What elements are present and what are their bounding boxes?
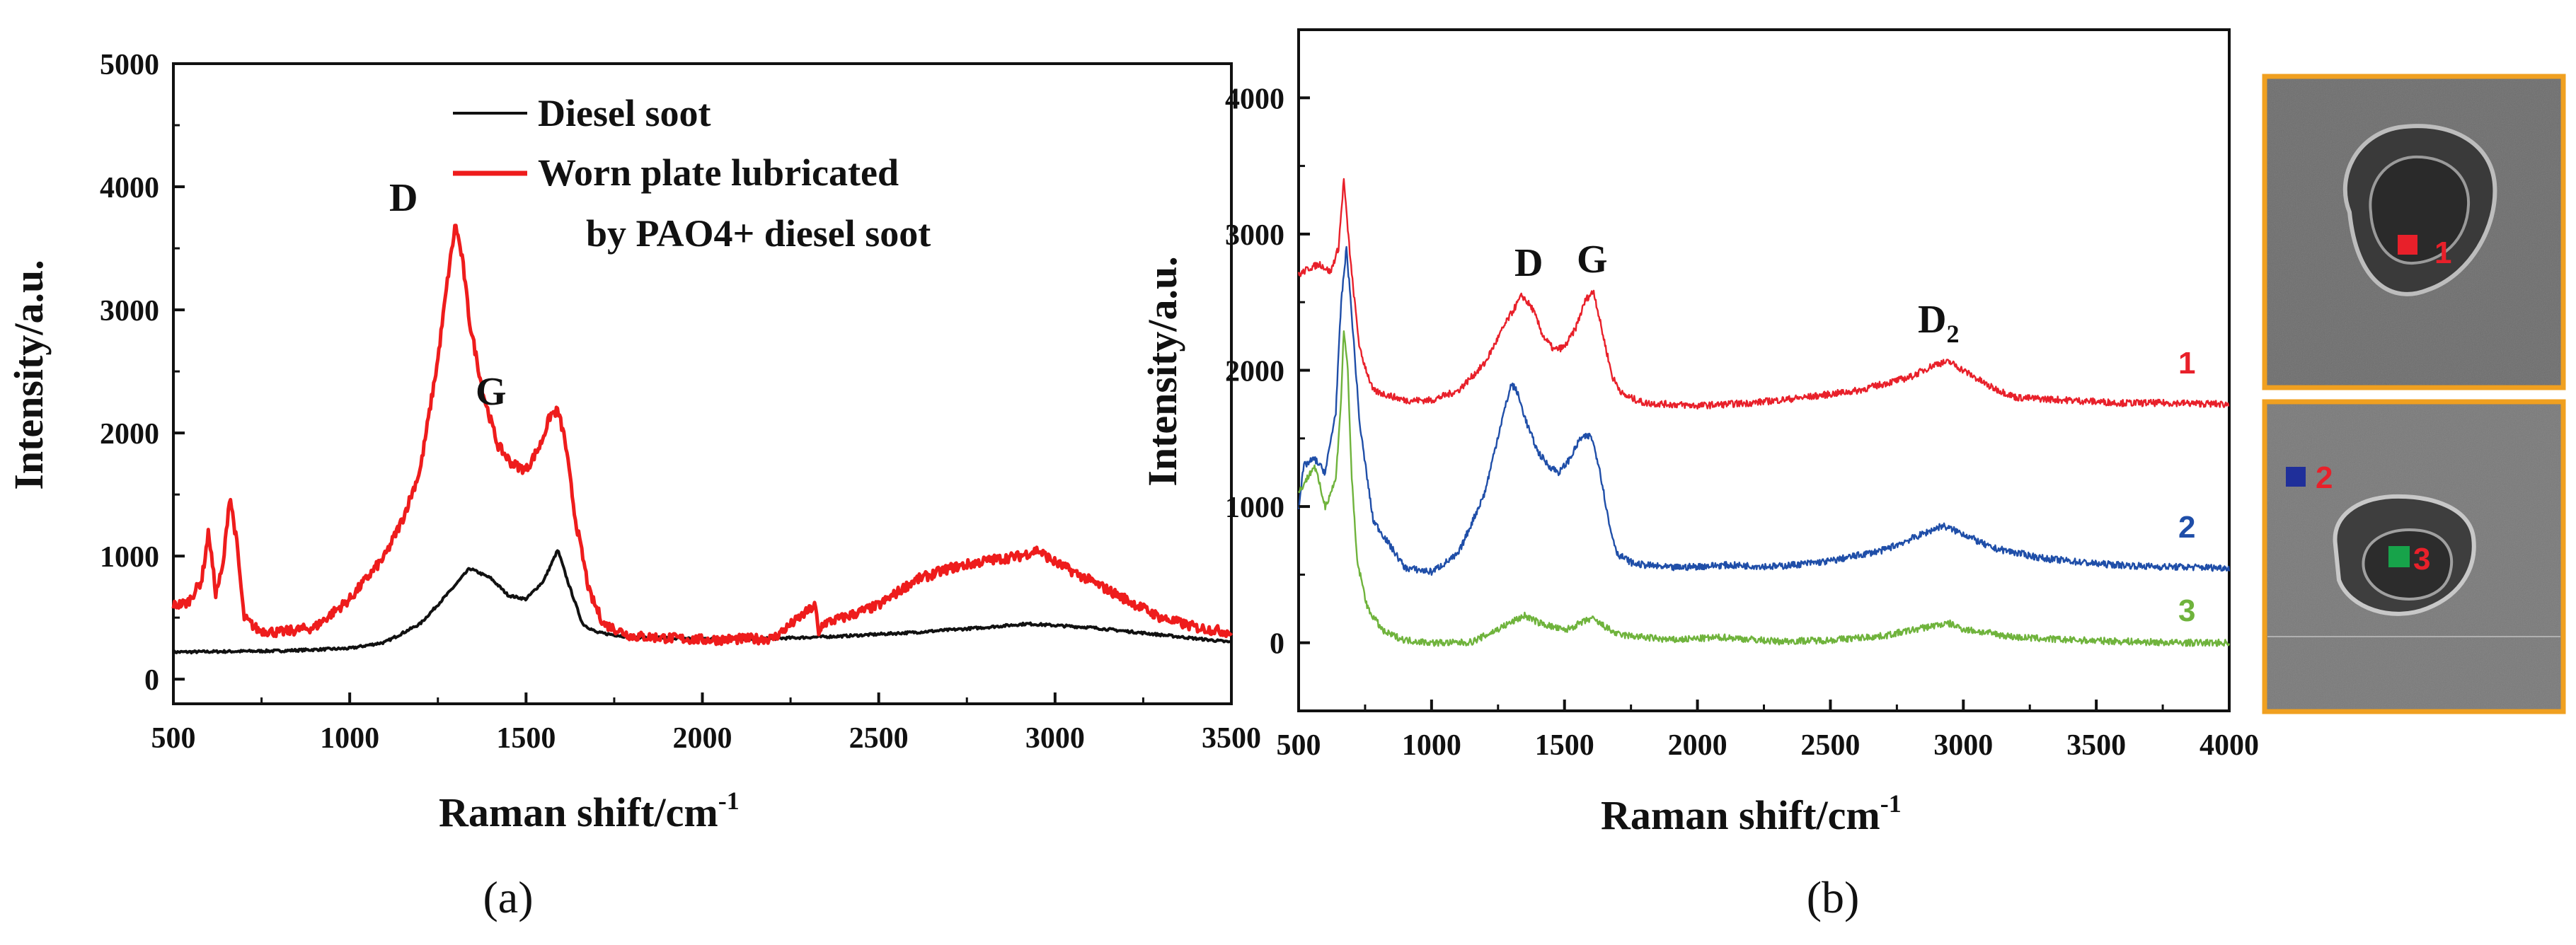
peak-label-d: D [1514, 241, 1543, 285]
panel-a-legend: Diesel soot Worn plate lubricated by PAO… [453, 92, 931, 255]
x-tick-label: 2500 [1800, 729, 1860, 762]
panel-a-y-axis-label: Intensity/a.u. [6, 260, 52, 490]
peak-label-d2-sub: 2 [1946, 320, 1959, 348]
x-tick-label: 1500 [496, 722, 556, 755]
series-label-2: 2 [2178, 510, 2195, 545]
panel-a-x-axis-label: Raman shift/cm-1 [439, 787, 740, 835]
legend-label-worn-plate: Worn plate lubricated [538, 151, 899, 194]
y-tick-label: 3000 [100, 295, 159, 327]
series-label-1: 1 [2178, 346, 2195, 381]
panel-b-label: (b) [1807, 872, 1860, 922]
panel-b-y-axis-label: Intensity/a.u. [1139, 256, 1185, 487]
legend-label-worn-plate-cont: by PAO4+ diesel soot [586, 212, 931, 255]
peak-label-g: G [476, 370, 507, 414]
panel-a: 500 1000 1500 2000 2500 3000 3500 0 1000 2000 300… [6, 49, 1261, 922]
inset-marker-2-label: 2 [2316, 460, 2333, 495]
y-tick-label: 1000 [1225, 492, 1284, 524]
x-tick-label: 3500 [1202, 722, 1261, 755]
panel-b-x-axis-label-sup: -1 [1880, 789, 1902, 818]
y-tick-label: 4000 [1225, 83, 1284, 115]
peak-label-d2-main: D [1918, 298, 1946, 342]
panel-b-x-axis-label-text: Raman shift/cm [1601, 792, 1880, 838]
x-tick-label: 1500 [1535, 729, 1594, 762]
panel-b-y-ticks: 0 1000 2000 3000 4000 [1225, 83, 1310, 661]
peak-label-d2: D2 [1918, 298, 1959, 348]
series-label-3: 3 [2178, 593, 2195, 628]
panel-a-x-axis-label-sup: -1 [718, 787, 740, 815]
panel-b: 500 1000 1500 2000 2500 3000 3500 4000 0 1000 200… [1139, 28, 2259, 922]
panel-a-series [171, 224, 1233, 655]
panel-a-label: (a) [483, 872, 533, 922]
y-tick-label: 2000 [100, 418, 159, 451]
series-line-b-2 [1297, 245, 2231, 576]
panel-b-series [1297, 178, 2231, 647]
panel-b-x-ticks: 500 1000 1500 2000 2500 3000 3500 4000 [1277, 700, 2259, 762]
inset-marker-3-label: 3 [2413, 542, 2430, 576]
y-tick-label: 0 [1270, 628, 1284, 661]
x-tick-label: 2500 [849, 722, 909, 755]
x-tick-label: 1000 [1402, 729, 1461, 762]
y-tick-label: 3000 [1225, 219, 1284, 252]
y-tick-label: 2000 [1225, 356, 1284, 388]
x-tick-label: 500 [151, 722, 196, 755]
sem-inset-top: 1 [2262, 74, 2566, 390]
inset-marker-1 [2398, 235, 2417, 255]
x-tick-label: 3000 [1933, 729, 1993, 762]
series-line-b-3 [1297, 330, 2231, 647]
x-tick-label: 3500 [2066, 729, 2126, 762]
x-tick-label: 2000 [1668, 729, 1727, 762]
peak-label-g: G [1577, 238, 1608, 282]
inset-marker-1-label: 1 [2434, 236, 2451, 270]
sem-pit-top-inner [2369, 155, 2471, 265]
y-tick-label: 0 [144, 664, 159, 697]
inset-marker-3 [2388, 546, 2410, 567]
panel-a-x-ticks: 500 1000 1500 2000 2500 3000 3500 [151, 692, 1261, 755]
x-tick-label: 1000 [320, 722, 379, 755]
x-tick-label: 2000 [673, 722, 732, 755]
legend-label-diesel-soot: Diesel soot [538, 92, 711, 134]
x-tick-label: 500 [1277, 729, 1321, 762]
y-tick-label: 1000 [100, 541, 159, 574]
sem-inset-bottom: 2 3 [2262, 399, 2566, 714]
x-tick-label: 4000 [2200, 729, 2259, 762]
peak-label-d: D [389, 176, 418, 220]
y-tick-label: 5000 [100, 49, 159, 81]
y-tick-label: 4000 [100, 172, 159, 204]
x-tick-label: 3000 [1025, 722, 1085, 755]
panel-a-x-axis-label-text: Raman shift/cm [439, 789, 718, 835]
series-line-a-2 [171, 224, 1233, 647]
panel-b-x-axis-label: Raman shift/cm-1 [1601, 789, 1902, 838]
inset-marker-2 [2286, 467, 2306, 487]
series-line-b-1 [1297, 178, 2230, 410]
panel-a-y-ticks: 0 1000 2000 3000 4000 5000 [100, 49, 185, 697]
panel-b-frame [1297, 28, 2231, 712]
